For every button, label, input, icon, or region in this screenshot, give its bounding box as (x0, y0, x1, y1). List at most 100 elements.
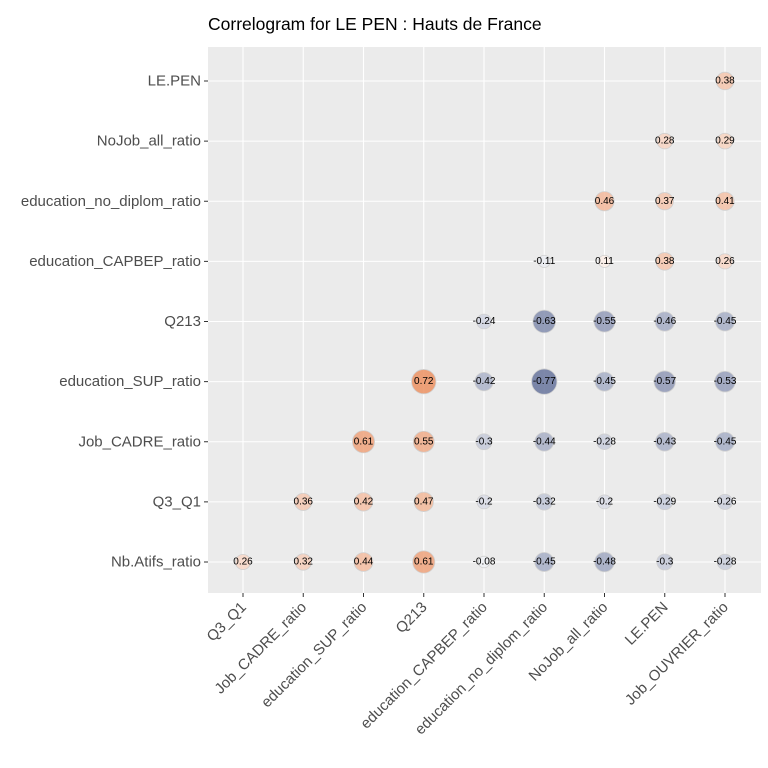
correlation-value-label: 0.42 (354, 496, 374, 507)
correlation-point (535, 493, 553, 511)
y-axis-label: Q3_Q1 (153, 493, 201, 510)
correlation-point (411, 369, 437, 395)
correlation-value-label: -0.44 (533, 436, 556, 447)
correlation-value-label: -0.3 (656, 557, 674, 568)
correlation-value-label: 0.55 (414, 436, 434, 447)
correlation-value-label: -0.42 (473, 376, 496, 387)
correlation-value-label: 0.26 (233, 557, 253, 568)
correlation-points: 0.26 0.32 0.44 0.61 -0.08 -0.45 -0.48 -0.3 -0.28… (233, 71, 737, 574)
correlation-point (596, 433, 613, 450)
correlation-value-label: 0.47 (414, 496, 434, 507)
x-axis-label: Q213 (393, 599, 431, 637)
correlation-point (534, 552, 555, 572)
correlation-value-label: 0.72 (414, 376, 434, 387)
correlation-point (534, 431, 555, 452)
correlation-point (474, 372, 494, 392)
y-axis-label: education_no_diplom_ratio (21, 193, 201, 210)
correlation-value-label: -0.45 (714, 316, 737, 327)
x-axis-label: LE.PEN (622, 599, 672, 649)
correlation-value-label: 0.29 (715, 136, 735, 147)
correlation-value-label: 0.38 (655, 256, 675, 267)
correlation-value-label: 0.32 (294, 557, 314, 568)
correlation-point (717, 493, 734, 510)
correlation-point (475, 433, 493, 451)
correlation-value-label: -0.45 (714, 436, 737, 447)
correlation-value-label: 0.37 (655, 196, 675, 207)
correlation-point (294, 553, 312, 571)
y-axis-labels: Nb.Atifs_ratio Q3_Q1 Job_CADRE_ratio educat… (21, 73, 201, 571)
correlation-point (594, 371, 615, 392)
correlation-value-label: 0.41 (715, 196, 735, 207)
correlation-point (717, 253, 734, 270)
correlation-point (353, 492, 374, 512)
correlation-point (715, 191, 735, 211)
correlation-point (294, 492, 313, 511)
correlation-value-label: 0.46 (595, 196, 615, 207)
correlation-value-label: -0.2 (596, 496, 614, 507)
correlation-value-label: -0.29 (653, 496, 676, 507)
correlation-point (412, 430, 435, 453)
correlation-point (412, 550, 436, 574)
correlation-value-label: -0.57 (653, 376, 676, 387)
correlation-value-label: -0.2 (475, 496, 493, 507)
correlation-value-label: -0.08 (473, 557, 496, 568)
axis-ticks (204, 80, 726, 597)
y-axis-label: education_CAPBEP_ratio (29, 253, 201, 270)
correlation-point (531, 368, 558, 395)
correlation-value-label: -0.45 (533, 557, 556, 568)
correlation-value-label: 0.28 (655, 136, 675, 147)
correlation-value-label: -0.77 (533, 376, 556, 387)
correlation-point (476, 494, 492, 510)
y-axis-label: Q213 (164, 313, 201, 330)
correlation-point (654, 311, 675, 332)
correlation-value-label: -0.24 (473, 316, 496, 327)
y-axis-label: LE.PEN (148, 73, 201, 90)
correlation-point (715, 71, 735, 91)
correlation-value-label: 0.61 (354, 436, 374, 447)
correlation-point (234, 554, 251, 571)
correlation-value-label: -0.26 (714, 496, 737, 507)
x-axis-label: education_CAPBEP_ratio (357, 599, 490, 732)
correlation-point (532, 309, 556, 334)
correlation-value-label: -0.45 (593, 376, 616, 387)
correlation-point (716, 553, 734, 571)
correlation-point (477, 555, 491, 569)
correlation-point (353, 552, 374, 572)
correlation-value-label: -0.3 (475, 436, 493, 447)
correlation-point (715, 431, 735, 452)
x-axis-label: Q3_Q1 (204, 599, 250, 645)
correlation-value-label: -0.53 (714, 376, 737, 387)
y-axis-label: Nb.Atifs_ratio (111, 554, 201, 571)
correlation-value-label: -0.55 (593, 316, 616, 327)
x-axis-label: education_SUP_ratio (258, 599, 370, 711)
correlation-point (656, 132, 673, 150)
correlation-value-label: 0.11 (595, 256, 614, 267)
chart-title: Correlogram for LE PEN : Hauts de France (208, 14, 542, 34)
correlation-value-label: 0.36 (294, 496, 314, 507)
correlation-point (655, 252, 674, 271)
correlation-point (597, 494, 612, 510)
correlation-value-label: 0.44 (354, 557, 374, 568)
correlation-point (593, 310, 616, 333)
correlation-point (655, 192, 674, 211)
correlation-point (714, 370, 736, 393)
correlation-point (476, 313, 492, 330)
correlation-value-label: -0.43 (653, 436, 676, 447)
correlation-point (655, 432, 675, 452)
correlation-point (594, 191, 615, 212)
y-axis-label: NoJob_all_ratio (97, 133, 201, 150)
correlation-value-label: 0.26 (715, 256, 735, 267)
correlation-point (351, 430, 375, 454)
correlation-point (716, 132, 734, 150)
correlation-value-label: -0.28 (714, 557, 737, 568)
correlation-value-label: -0.28 (593, 436, 616, 447)
correlation-point (656, 553, 674, 571)
correlation-value-label: -0.32 (533, 496, 556, 507)
correlation-value-label: 0.61 (414, 557, 434, 568)
correlation-point (653, 370, 676, 393)
x-axis-label: Job_OUVRIER_ratio (622, 599, 732, 709)
correlation-point (715, 311, 735, 332)
correlation-point (594, 551, 615, 573)
